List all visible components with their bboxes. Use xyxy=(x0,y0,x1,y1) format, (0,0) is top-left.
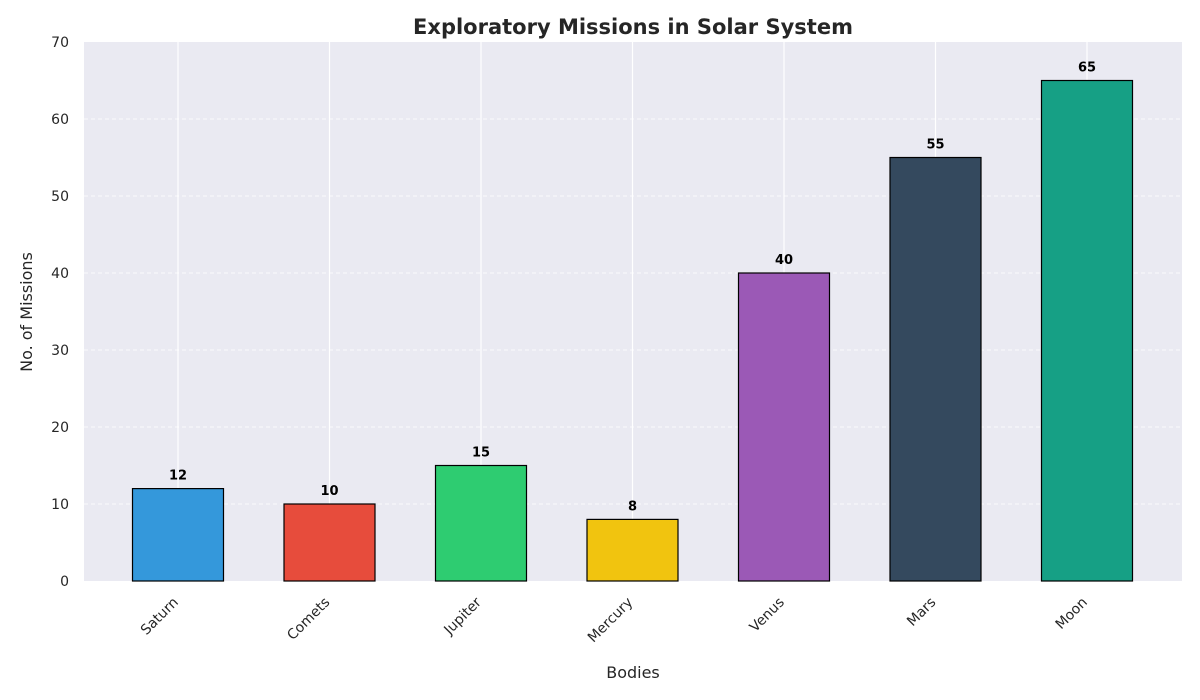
bar-saturn xyxy=(131,488,225,582)
bar-value-label: 8 xyxy=(628,499,637,514)
bar-moon xyxy=(1040,79,1134,582)
x-tick-label: Moon xyxy=(1053,595,1091,633)
y-tick-label: 70 xyxy=(51,35,69,51)
bar-value-label: 55 xyxy=(926,138,944,153)
y-tick-label: 20 xyxy=(51,420,69,436)
bars xyxy=(131,79,1134,582)
bar-value-labels: 12 10 15 8 40 55 65 xyxy=(169,61,1096,515)
bar-comets xyxy=(283,503,376,582)
bar-venus xyxy=(737,272,831,582)
bar-mars xyxy=(889,156,982,582)
x-axis-label: Bodies xyxy=(606,663,660,682)
x-tick-label: Venus xyxy=(747,595,788,636)
bar-jupiter xyxy=(434,464,528,582)
y-tick-label: 60 xyxy=(51,112,69,128)
bar-value-label: 12 xyxy=(169,469,187,484)
x-tick-label: Mercury xyxy=(585,595,636,646)
x-tick-label: Saturn xyxy=(138,595,182,639)
bar-mercury xyxy=(586,518,679,582)
bar-value-label: 15 xyxy=(472,446,490,461)
y-tick-label: 50 xyxy=(51,189,69,205)
x-tick-label: Jupiter xyxy=(441,594,485,638)
bar-value-label: 40 xyxy=(775,253,793,268)
y-axis-ticks: 0 10 20 30 40 50 60 70 xyxy=(51,35,69,590)
y-tick-label: 30 xyxy=(51,343,69,359)
bar-value-label: 65 xyxy=(1078,61,1096,76)
y-axis-label: No. of Missions xyxy=(17,252,36,372)
y-tick-label: 40 xyxy=(51,266,69,282)
chart-title: Exploratory Missions in Solar System xyxy=(413,15,853,39)
y-tick-label: 10 xyxy=(51,497,69,513)
x-tick-label: Comets xyxy=(284,595,333,644)
bar-value-label: 10 xyxy=(320,484,338,499)
x-axis-ticks: Saturn Comets Jupiter Mercury Venus Mars Moon xyxy=(138,594,1091,646)
x-tick-label: Mars xyxy=(904,595,939,630)
y-tick-label: 0 xyxy=(60,574,69,590)
